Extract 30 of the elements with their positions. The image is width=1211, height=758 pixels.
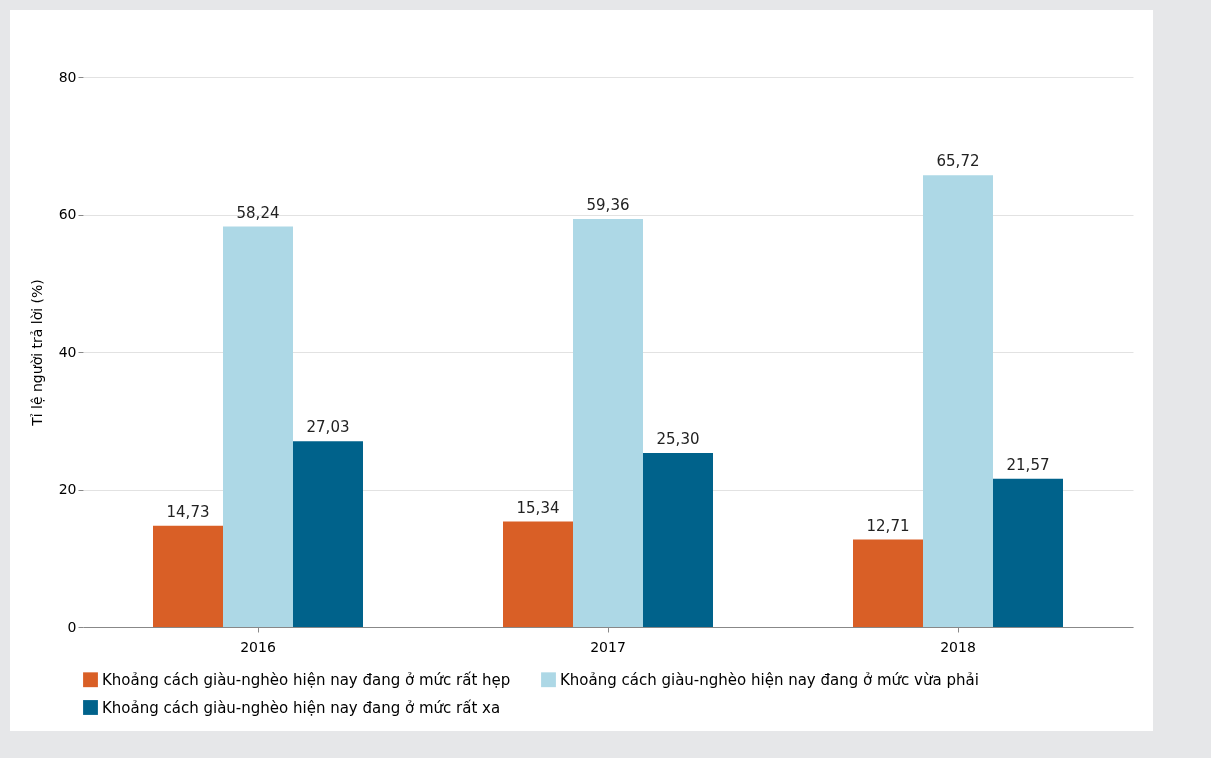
data-label: 58,24 xyxy=(236,203,280,222)
data-label: 15,34 xyxy=(516,498,560,517)
bar xyxy=(503,521,573,627)
data-label: 14,73 xyxy=(166,502,210,521)
data-label: 65,72 xyxy=(936,152,980,171)
y-tick-label: 40 xyxy=(58,343,77,360)
legend-label: Khoảng cách giàu-nghèo hiện nay đang ở mức rất xa xyxy=(102,698,501,717)
data-label: 21,57 xyxy=(1006,455,1050,474)
legend-label: Khoảng cách giàu-nghèo hiện nay đang ở mức rất hẹp xyxy=(102,670,511,689)
bar xyxy=(293,441,363,627)
data-label: 25,30 xyxy=(656,430,700,449)
y-tick-label: 0 xyxy=(67,618,77,635)
bar xyxy=(923,175,993,627)
y-axis-title: Tỉ lệ người trả lời (%) xyxy=(28,279,45,427)
y-tick-label: 20 xyxy=(58,481,77,497)
data-label: 59,36 xyxy=(586,195,630,214)
y-tick-label: 60 xyxy=(58,206,77,222)
data-label: 12,71 xyxy=(866,516,910,535)
bar xyxy=(223,226,293,627)
x-tick-label: 2018 xyxy=(940,638,976,655)
bar xyxy=(153,525,223,627)
data-label: 27,03 xyxy=(306,418,350,437)
y-tick-label: 80 xyxy=(58,68,77,85)
bar xyxy=(853,539,923,627)
bar xyxy=(573,218,643,627)
bar xyxy=(643,453,713,627)
bar xyxy=(993,478,1063,627)
x-tick-label: 2016 xyxy=(240,638,276,655)
x-tick-label: 2017 xyxy=(590,638,626,655)
legend-label: Khoảng cách giàu-nghèo hiện nay đang ở mức vừa phải xyxy=(560,670,979,689)
